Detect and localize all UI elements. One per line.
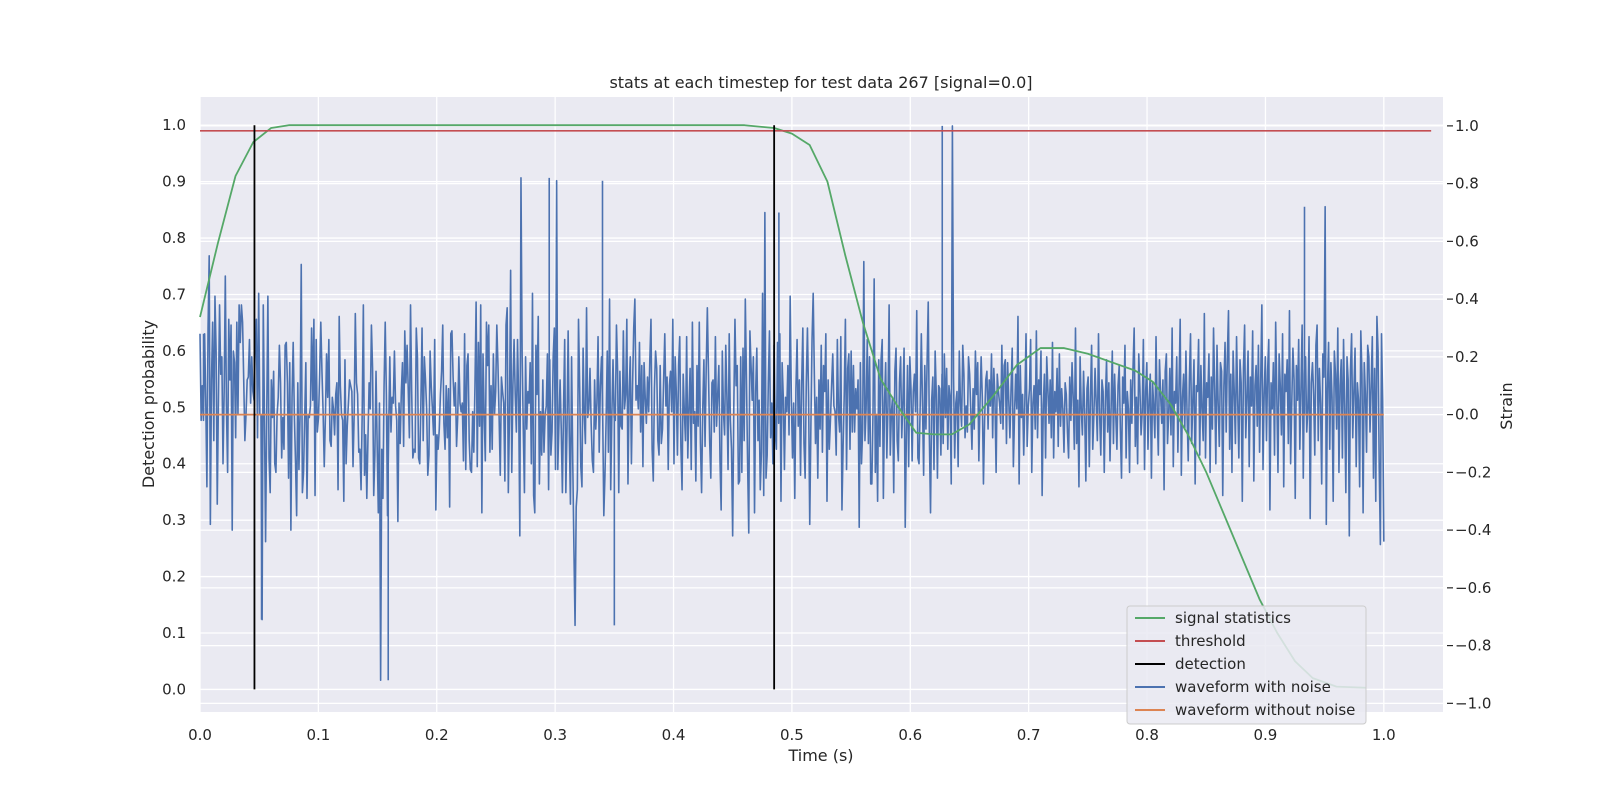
legend-entry-label: signal statistics	[1175, 609, 1291, 627]
y2-tick-label: −0.8	[1455, 637, 1491, 655]
y2-tick-label: 0.6	[1455, 232, 1479, 250]
legend-entry-label: threshold	[1175, 632, 1246, 650]
y-tick-label: 0.1	[162, 624, 186, 642]
series-signal-statistics	[199, 124, 1367, 689]
legend-entry-label: waveform with noise	[1175, 678, 1331, 696]
y2-tick-label: 0.2	[1455, 348, 1479, 366]
y-tick-label: 0.3	[162, 511, 186, 529]
y-tick-label: 1.0	[162, 116, 186, 134]
legend-entry-label: waveform without noise	[1175, 701, 1355, 719]
x-tick-label: 0.0	[188, 726, 212, 744]
y-tick-label: 0.4	[162, 455, 186, 473]
y-axis-label: Detection probability	[139, 320, 158, 488]
y-tick-label: 0.2	[162, 568, 186, 586]
legend: signal statistics threshold detection wavef…	[1126, 605, 1367, 725]
y2-tick-label: 0.8	[1455, 175, 1479, 193]
y2-tick-label: −1.0	[1455, 694, 1491, 712]
y2-tick-label: 0.4	[1455, 290, 1479, 308]
x-tick-label: 0.7	[1017, 726, 1041, 744]
y-tick-label: 0.8	[162, 229, 186, 247]
y2-tick-label: 1.0	[1455, 117, 1479, 135]
legend-entry-label: detection	[1175, 655, 1246, 673]
x-tick-label: 0.1	[306, 726, 330, 744]
x-tick-label: 0.4	[662, 726, 686, 744]
y2-tick-label: −0.4	[1455, 521, 1491, 539]
chart-title: stats at each timestep for test data 267…	[609, 73, 1032, 92]
x-tick-label: 0.9	[1253, 726, 1277, 744]
y2-tick-label: −0.2	[1455, 463, 1491, 481]
y2-axis-label: Strain	[1497, 382, 1516, 429]
series-waveform-with-noise	[199, 125, 1385, 682]
series-layer	[199, 124, 1432, 690]
y-tick-label: 0.7	[162, 285, 186, 303]
x-tick-label: 1.0	[1372, 726, 1396, 744]
x-tick-label: 0.8	[1135, 726, 1159, 744]
x-axis-label: Time (s)	[787, 746, 853, 765]
y-tick-label: 0.5	[162, 398, 186, 416]
y2-tick-label: 0.0	[1455, 406, 1479, 424]
x-tick-label: 0.3	[543, 726, 567, 744]
legend-box	[1126, 605, 1367, 725]
y-tick-label: 0.6	[162, 342, 186, 360]
y2-tick-label: −0.6	[1455, 579, 1491, 597]
x-tick-label: 0.5	[780, 726, 804, 744]
tick-labels: 0.0 0.1 0.2 0.3 0.4 0.5 0.6 0.7 0.8 0.9 1.0 0.0 0.1 0…	[162, 116, 1491, 744]
x-tick-label: 0.6	[898, 726, 922, 744]
y-tick-label: 0.0	[162, 680, 186, 698]
y-tick-label: 0.9	[162, 173, 186, 191]
x-tick-label: 0.2	[425, 726, 449, 744]
